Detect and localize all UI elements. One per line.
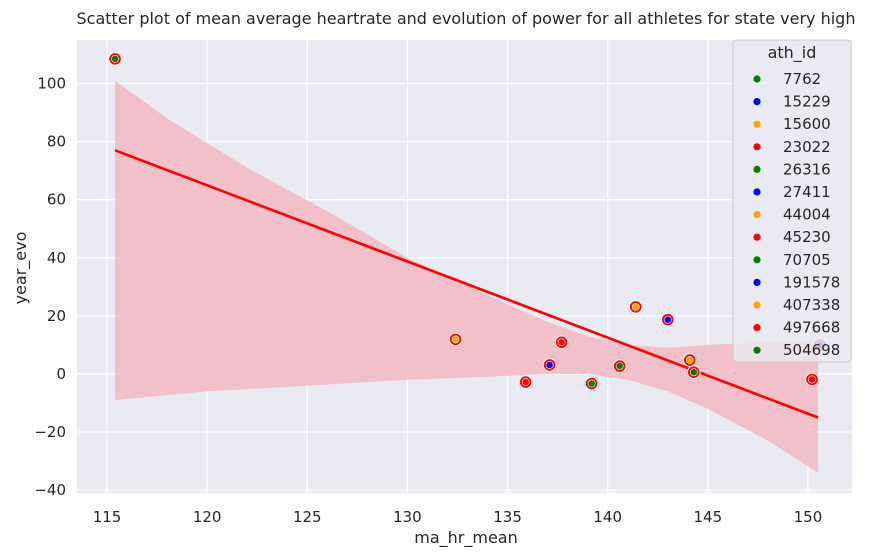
data-point-504698: [689, 368, 698, 377]
legend-label-407338: 407338: [783, 296, 840, 314]
legend-label-27411: 27411: [783, 183, 831, 201]
legend-label-44004: 44004: [783, 206, 831, 224]
regression-line-group: [114, 149, 819, 419]
legend-marker-15229: [753, 98, 761, 106]
legend-marker-497668: [753, 324, 761, 332]
x-tick-label: 135: [493, 508, 522, 526]
legend-marker-191578: [753, 278, 761, 286]
y-tick-label: −40: [34, 481, 66, 499]
legend-label-497668: 497668: [783, 319, 840, 337]
legend-label-15229: 15229: [783, 93, 831, 111]
data-point-45230: [557, 338, 566, 347]
legend-label-504698: 504698: [783, 341, 840, 359]
y-tick-label: 20: [47, 307, 66, 325]
data-point-15600: [451, 335, 460, 344]
x-tick-label: 125: [293, 508, 322, 526]
data-point-497668: [808, 375, 816, 384]
legend-label-70705: 70705: [783, 251, 831, 269]
legend-marker-44004: [753, 211, 761, 219]
y-axis-label: year_evo: [11, 232, 31, 305]
y-tick-label: 40: [47, 249, 66, 267]
legend-box: [732, 39, 852, 363]
legend: ath_id 7762 15229 15600 23022 26316 27411 4400…: [732, 39, 852, 363]
legend-marker-407338: [753, 301, 761, 309]
legend-label-15600: 15600: [783, 115, 831, 133]
confidence-band-area: [115, 80, 818, 473]
confidence-band: [115, 80, 818, 473]
x-tick-label: 120: [193, 508, 222, 526]
legend-marker-26316: [753, 165, 761, 173]
legend-marker-23022: [753, 143, 761, 151]
legend-label-26316: 26316: [783, 160, 831, 178]
y-tick-label: 60: [47, 191, 66, 209]
x-tick-label: 115: [93, 508, 122, 526]
data-point-44004: [631, 302, 640, 311]
y-axis-ticks: −40 −20 0 20 40 60 80 100: [34, 75, 66, 500]
legend-marker-15600: [753, 120, 761, 128]
y-tick-label: −20: [34, 423, 66, 441]
x-tick-label: 150: [794, 508, 823, 526]
legend-marker-27411: [753, 188, 761, 196]
legend-title: ath_id: [768, 43, 817, 63]
x-tick-label: 140: [593, 508, 622, 526]
data-point-15229: [545, 361, 554, 369]
regression-line: [114, 149, 819, 419]
data-point-27411: [663, 315, 672, 324]
legend-label-191578: 191578: [783, 273, 840, 291]
data-point-7762: [111, 54, 119, 63]
y-tick-label: 100: [37, 75, 66, 93]
x-tick-label: 145: [693, 508, 722, 526]
x-tick-label: 130: [393, 508, 422, 526]
legend-label-7762: 7762: [783, 70, 821, 88]
legend-label-23022: 23022: [783, 138, 831, 156]
legend-marker-504698: [753, 346, 761, 354]
legend-marker-70705: [753, 256, 761, 264]
x-axis-label: ma_hr_mean: [414, 528, 517, 548]
legend-marker-7762: [753, 75, 761, 83]
y-tick-label: 0: [56, 365, 66, 383]
legend-marker-45230: [753, 233, 761, 241]
data-point-23022: [521, 378, 530, 386]
data-point-26316: [587, 379, 596, 388]
data-point-407338: [685, 356, 694, 364]
x-axis-ticks: 115 120 125 130 135 140 145 150: [93, 508, 823, 526]
legend-label-45230: 45230: [783, 228, 831, 246]
legend-items: 7762 15229 15600 23022 26316 27411 44004 45230 7…: [753, 70, 840, 359]
chart-title: Scatter plot of mean average heartrate a…: [77, 9, 856, 28]
data-point-70705: [615, 362, 624, 371]
y-tick-label: 80: [47, 133, 66, 151]
